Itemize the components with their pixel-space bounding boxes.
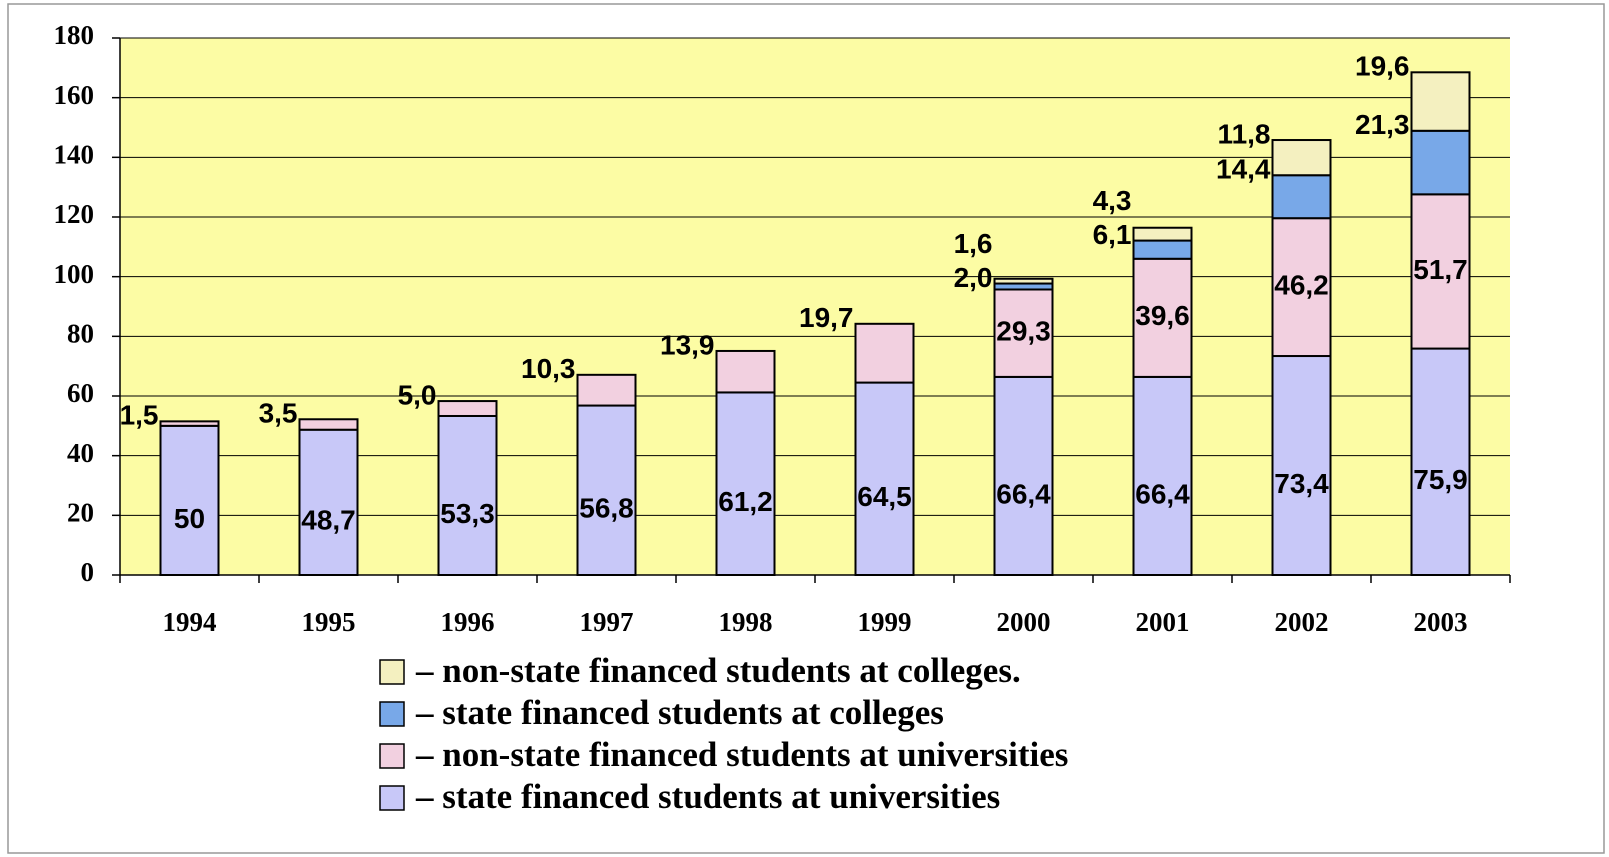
bar-segment <box>1271 217 1332 358</box>
bar-segment <box>1410 347 1471 576</box>
data-label: 21,3 <box>1355 109 1410 140</box>
bar-segment <box>1271 174 1332 220</box>
bar-segment <box>1132 239 1193 260</box>
bar-segment <box>1132 375 1193 577</box>
bar-segment <box>854 381 915 577</box>
bar-segment <box>437 414 498 577</box>
bar-segment <box>159 424 220 577</box>
bar-segment <box>993 375 1054 577</box>
bar-segment <box>159 420 220 427</box>
data-label: 56,8 <box>579 493 634 524</box>
legend-label: – state financed students at colleges <box>415 693 944 732</box>
bar-segment <box>715 349 776 394</box>
data-label: 10,3 <box>521 353 576 384</box>
legend-swatch <box>379 785 405 811</box>
bar-segment <box>1132 226 1193 242</box>
data-label: 39,6 <box>1135 300 1190 331</box>
data-label: 13,9 <box>660 329 715 360</box>
legend-label: – non-state financed students at univers… <box>415 735 1068 774</box>
data-label: 51,7 <box>1413 254 1468 285</box>
data-label: 66,4 <box>1135 478 1190 509</box>
x-tick-label: 2000 <box>997 607 1051 637</box>
data-label: 53,3 <box>440 498 495 529</box>
x-tick-label: 2002 <box>1275 607 1329 637</box>
data-label: 6,1 <box>1093 219 1132 250</box>
data-label: 66,4 <box>996 478 1051 509</box>
bar-segment <box>993 277 1054 285</box>
y-tick-label: 60 <box>67 378 94 408</box>
bar-segment <box>1410 193 1471 350</box>
bar-segment <box>1410 71 1471 132</box>
bar-segment <box>715 391 776 577</box>
data-label: 19,6 <box>1355 51 1410 82</box>
x-tick-label: 1995 <box>302 607 356 637</box>
data-label: 14,4 <box>1216 154 1271 185</box>
legend-swatch <box>379 659 405 685</box>
bar-segment <box>1271 355 1332 577</box>
x-tick-label: 1997 <box>580 607 634 637</box>
data-label: 11,8 <box>1218 118 1271 149</box>
data-label: 73,4 <box>1274 468 1329 499</box>
data-label: 64,5 <box>857 481 912 512</box>
data-label: 4,3 <box>1093 185 1132 216</box>
legend-swatch <box>379 701 405 727</box>
x-tick-label: 1996 <box>441 607 495 637</box>
bar-segment <box>854 322 915 384</box>
data-label: 48,7 <box>301 505 356 536</box>
legend-swatch <box>379 743 405 769</box>
bar-segment <box>576 373 637 407</box>
data-label: 2,0 <box>954 262 993 293</box>
y-tick-label: 20 <box>67 498 94 528</box>
data-label: 46,2 <box>1274 269 1329 300</box>
y-tick-label: 100 <box>54 259 95 289</box>
legend-label: – non-state financed students at college… <box>415 651 1021 690</box>
data-label: 75,9 <box>1413 464 1468 495</box>
bar-segment <box>993 288 1054 378</box>
data-label: 5,0 <box>398 379 437 410</box>
y-tick-label: 80 <box>67 319 94 349</box>
x-tick-label: 2001 <box>1136 607 1190 637</box>
y-tick-label: 120 <box>54 199 95 229</box>
bar-segment <box>437 400 498 417</box>
y-tick-label: 40 <box>67 438 94 468</box>
data-label: 50 <box>174 503 205 534</box>
bar-segment <box>576 404 637 576</box>
legend-label: – state financed students at universitie… <box>415 777 1000 816</box>
y-tick-label: 180 <box>54 20 95 50</box>
bar-segment <box>1271 139 1332 177</box>
data-label: 61,2 <box>718 486 773 517</box>
data-label: 19,7 <box>799 302 854 333</box>
data-label: 1,5 <box>120 400 159 431</box>
x-tick-label: 1998 <box>719 607 773 637</box>
x-tick-label: 1994 <box>163 607 217 637</box>
data-label: 29,3 <box>996 316 1051 347</box>
bar-segment <box>298 418 359 431</box>
bar-segment <box>1410 129 1471 196</box>
x-tick-label: 1999 <box>858 607 912 637</box>
bar-segment <box>298 428 359 576</box>
y-tick-label: 160 <box>54 80 95 110</box>
data-label: 1,6 <box>954 228 993 259</box>
y-tick-label: 0 <box>81 557 95 587</box>
bar-segment <box>1132 257 1193 378</box>
data-label: 3,5 <box>259 398 298 429</box>
y-tick-label: 140 <box>54 140 95 170</box>
x-tick-label: 2003 <box>1414 607 1468 637</box>
